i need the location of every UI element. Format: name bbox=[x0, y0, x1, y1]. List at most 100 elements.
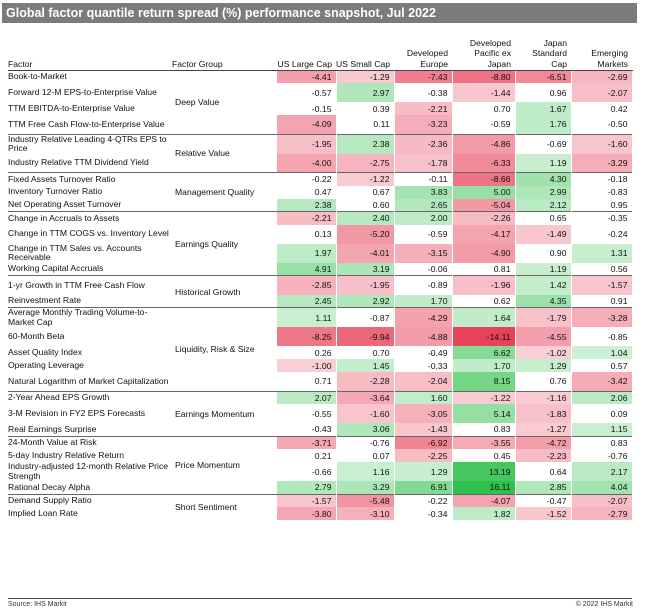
factor-name: Working Capital Accruals bbox=[8, 263, 104, 273]
value-cell: -5.04 bbox=[452, 198, 516, 212]
table-row: Change in TTM COGS vs. Inventory Level 0.… bbox=[8, 224, 633, 244]
factor-group-name: Relative Value bbox=[172, 133, 277, 173]
value-cell: -0.76 bbox=[571, 449, 633, 462]
factor-name: 1-yr Growth in TTM Free Cash Flow bbox=[8, 275, 172, 295]
table-bottom-rule bbox=[8, 598, 632, 599]
value-cell: 2.38 bbox=[336, 133, 395, 154]
value-cell: -1.43 bbox=[394, 423, 453, 436]
factor-return-table: Factor Factor Group US Large Cap US Smal… bbox=[8, 26, 633, 520]
value-cell: 1.29 bbox=[515, 359, 572, 372]
value-cell: 2.06 bbox=[571, 390, 633, 404]
value-cell: -5.20 bbox=[336, 224, 395, 244]
value-cell: 0.91 bbox=[571, 294, 633, 308]
value-cell: -2.69 bbox=[571, 69, 633, 83]
value-cell: -3.55 bbox=[452, 435, 516, 449]
value-cell: 1.11 bbox=[277, 307, 337, 327]
value-cell: -4.88 bbox=[394, 327, 453, 346]
value-cell: 1.45 bbox=[336, 359, 395, 372]
value-cell: -2.04 bbox=[394, 372, 453, 391]
factor-name: Forward 12-M EPS-to-Enterprise Value bbox=[8, 86, 157, 97]
value-cell: -0.38 bbox=[394, 83, 453, 102]
value-cell: -1.57 bbox=[571, 275, 633, 295]
factor-name: Natural Logarithm of Market Capitalizati… bbox=[8, 375, 169, 386]
header-region: US Large Cap bbox=[277, 26, 336, 71]
value-cell: -4.41 bbox=[277, 69, 337, 83]
value-cell: -1.27 bbox=[515, 423, 572, 436]
value-cell: -7.43 bbox=[394, 69, 453, 83]
value-cell: 0.83 bbox=[452, 423, 516, 436]
value-cell: 0.71 bbox=[277, 372, 337, 391]
table-row: Change in Accruals to Assets Earnings Qua… bbox=[8, 211, 633, 276]
value-cell: -0.22 bbox=[394, 493, 453, 507]
factor-group-name: Deep Value bbox=[172, 69, 277, 134]
value-cell: -1.83 bbox=[515, 404, 572, 423]
value-cell: -0.89 bbox=[394, 275, 453, 295]
table-row: Average Monthly Trading Volume-to-Market… bbox=[8, 307, 633, 391]
value-cell: 0.09 bbox=[571, 404, 633, 423]
value-cell: 5.14 bbox=[452, 404, 516, 423]
value-cell: 0.39 bbox=[336, 102, 395, 115]
value-cell: -1.79 bbox=[515, 307, 572, 327]
value-cell: 1.19 bbox=[515, 262, 572, 276]
value-cell: 2.92 bbox=[336, 294, 395, 308]
header-region: Emerging Markets bbox=[571, 26, 632, 71]
table-row: Rational Decay Alpha 2.79 3.29 6.91 16.11 2.8… bbox=[8, 481, 633, 494]
table-body: Book-to-Market Deep Value -4.41 -1.29 -7.43-… bbox=[8, 69, 633, 520]
table-row: 5-day Industry Relative Return 0.21 0.07 -2… bbox=[8, 449, 633, 462]
value-cell: -1.52 bbox=[515, 507, 572, 520]
value-cell: 0.57 bbox=[571, 359, 633, 372]
value-cell: 0.64 bbox=[515, 462, 572, 481]
value-cell: 2.85 bbox=[515, 481, 572, 494]
factor-name: Fixed Assets Turnover Ratio bbox=[8, 172, 172, 186]
value-cell: -2.25 bbox=[394, 449, 453, 462]
value-cell: 2.07 bbox=[277, 390, 337, 404]
value-cell: -5.48 bbox=[336, 493, 395, 507]
value-cell: 0.60 bbox=[336, 198, 395, 212]
value-cell: 2.12 bbox=[515, 198, 572, 212]
factor-group-name: Price Momentum bbox=[172, 435, 277, 494]
value-cell: -3.15 bbox=[394, 243, 453, 263]
table-row: Real Earnings Surprise -0.43 3.06 -1.43 0.83… bbox=[8, 423, 633, 436]
value-cell: -2.07 bbox=[571, 83, 633, 102]
factor-name: Inventory Turnover Ratio bbox=[8, 186, 103, 197]
value-cell: 6.91 bbox=[394, 481, 453, 494]
value-cell: 0.96 bbox=[515, 83, 572, 102]
value-cell: -0.18 bbox=[571, 172, 633, 186]
table-row: TTM Free Cash Flow-to-Enterprise Value -4… bbox=[8, 115, 633, 134]
factor-group-name: Historical Growth bbox=[172, 275, 277, 308]
factor-group-name: Liquidity, Risk & Size bbox=[172, 307, 277, 391]
value-cell: -2.85 bbox=[277, 275, 337, 295]
table-row: Implied Loan Rate -3.80 -3.10 -0.34 1.82 -1.5… bbox=[8, 507, 633, 520]
factor-name: TTM Free Cash Flow-to-Enterprise Value bbox=[8, 118, 165, 129]
value-cell: -3.10 bbox=[336, 507, 395, 520]
table-row: Fixed Assets Turnover Ratio Management Qu… bbox=[8, 172, 633, 212]
table-row: Working Capital Accruals 4.91 3.19 -0.06 0.8… bbox=[8, 262, 633, 276]
value-cell: -8.80 bbox=[452, 69, 516, 83]
value-cell: 2.38 bbox=[277, 198, 337, 212]
factor-name: 2-Year Ahead EPS Growth bbox=[8, 390, 172, 404]
table-row: 60-Month Beta -8.25 -9.94 -4.88 -14.11 -4.55-… bbox=[8, 327, 633, 346]
table-row: Change in TTM Sales vs. Accounts Receiva… bbox=[8, 243, 633, 263]
value-cell: -0.49 bbox=[394, 346, 453, 359]
value-cell: -4.17 bbox=[452, 224, 516, 244]
value-cell: -1.95 bbox=[277, 133, 337, 154]
header-row: Factor Factor Group US Large Cap US Smal… bbox=[8, 26, 632, 71]
value-cell: 1.19 bbox=[515, 153, 572, 173]
value-cell: -1.00 bbox=[277, 359, 337, 372]
value-cell: -0.47 bbox=[515, 493, 572, 507]
value-cell: 0.07 bbox=[336, 449, 395, 462]
table-row: 2-Year Ahead EPS Growth Earnings Momentum… bbox=[8, 390, 633, 436]
value-cell: -1.22 bbox=[452, 390, 516, 404]
value-cell: 0.11 bbox=[336, 115, 395, 134]
table-row: Industry Relative Leading 4-QTRs EPS to … bbox=[8, 133, 633, 173]
factor-name: 24-Month Value at Risk bbox=[8, 435, 172, 449]
value-cell: -1.49 bbox=[515, 224, 572, 244]
value-cell: 5.00 bbox=[452, 185, 516, 199]
value-cell: -0.57 bbox=[277, 83, 337, 102]
page-title: Global factor quantile return spread (%)… bbox=[2, 3, 637, 23]
factor-name: Reinvestment Rate bbox=[8, 295, 82, 305]
table-row: Reinvestment Rate 2.45 2.92 1.70 0.62 4.35 0.9… bbox=[8, 294, 633, 308]
value-cell: -2.07 bbox=[571, 493, 633, 507]
value-cell: 0.13 bbox=[277, 224, 337, 244]
value-cell: 1.31 bbox=[571, 243, 633, 263]
